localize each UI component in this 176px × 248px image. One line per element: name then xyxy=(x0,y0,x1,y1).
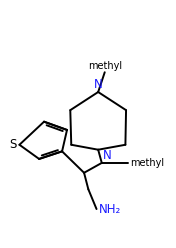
Text: N: N xyxy=(103,149,112,162)
Text: NH₂: NH₂ xyxy=(99,203,121,216)
Text: S: S xyxy=(9,138,17,151)
Text: methyl: methyl xyxy=(88,61,122,71)
Text: methyl: methyl xyxy=(130,158,164,168)
Text: N: N xyxy=(94,78,103,91)
